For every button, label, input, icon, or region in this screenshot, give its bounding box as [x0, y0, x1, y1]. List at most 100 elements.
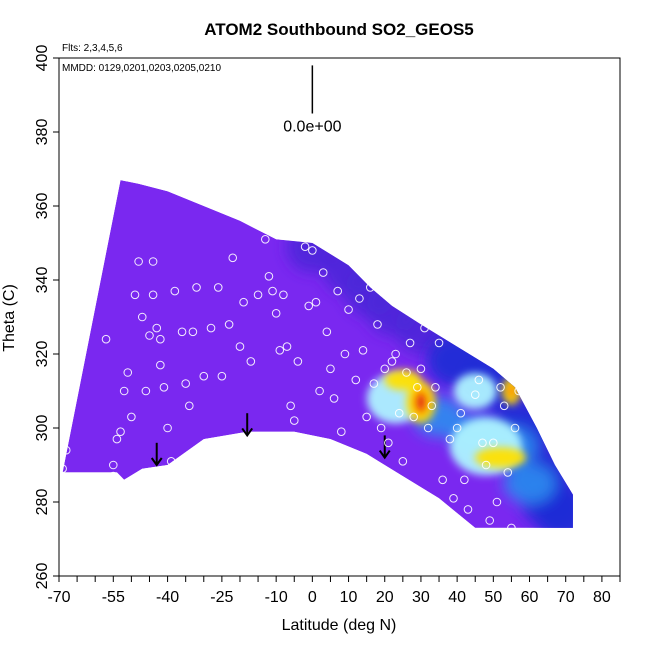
sample-point	[492, 497, 502, 507]
sample-point	[344, 305, 353, 314]
sample-point	[108, 471, 118, 481]
sample-point	[460, 475, 469, 485]
x-tick-label: 10	[340, 589, 358, 606]
y-tick-label: 400	[34, 45, 51, 72]
x-tick-label: 50	[484, 589, 502, 606]
sample-point	[101, 334, 111, 344]
sample-point	[127, 412, 136, 422]
x-tick-label: 60	[521, 589, 539, 606]
sample-point	[145, 331, 154, 340]
sample-point	[452, 423, 462, 433]
y-tick-label: 340	[34, 267, 51, 294]
sample-point	[311, 297, 321, 307]
x-tick-label: 40	[448, 589, 466, 606]
y-tick-label: 300	[34, 415, 51, 442]
sample-point	[322, 327, 332, 337]
sample-point	[337, 427, 346, 437]
sample-point	[315, 386, 324, 396]
sample-point	[481, 460, 491, 470]
arrow-head	[241, 427, 254, 438]
sample-point	[192, 283, 201, 292]
sample-point	[384, 438, 393, 448]
concentration-field	[62, 180, 573, 528]
sample-point	[308, 246, 317, 255]
sample-point	[333, 286, 342, 296]
sample-point	[449, 494, 458, 503]
blue-region-blob	[535, 490, 573, 528]
sample-point	[112, 434, 122, 444]
sample-point	[293, 357, 303, 366]
sample-point	[489, 438, 498, 448]
sample-point	[261, 235, 270, 244]
sample-point	[246, 357, 256, 366]
sample-point	[264, 272, 274, 281]
sample-point	[394, 408, 404, 418]
sample-point	[304, 301, 314, 311]
x-tick-label: -40	[156, 589, 179, 606]
sample-point	[402, 368, 411, 377]
sample-point	[181, 379, 190, 388]
sample-point	[496, 383, 505, 392]
sample-point	[282, 342, 292, 351]
sample-point	[130, 290, 140, 300]
x-tick-label: -70	[47, 589, 70, 606]
sample-point	[463, 505, 473, 514]
sample-point	[148, 257, 158, 266]
sample-point	[268, 286, 277, 296]
x-tick-label: -10	[265, 589, 288, 606]
x-tick-label: 80	[593, 589, 611, 606]
y-tick-label: 380	[34, 119, 51, 146]
sample-point	[228, 253, 238, 263]
sample-point	[159, 383, 169, 392]
sample-point	[279, 290, 288, 300]
sample-point	[156, 360, 165, 370]
arrow-head	[378, 450, 391, 460]
x-tick-label: 30	[412, 589, 430, 606]
field-base	[62, 180, 573, 528]
sample-point	[213, 283, 223, 292]
sample-point	[369, 379, 379, 388]
sample-point	[391, 349, 400, 359]
x-tick-label: -25	[210, 589, 233, 606]
sample-point	[188, 327, 198, 337]
sample-point	[376, 423, 386, 433]
sample-point	[166, 457, 176, 466]
sample-point	[434, 338, 444, 348]
sample-point	[177, 327, 187, 337]
sample-point	[108, 460, 118, 470]
sample-point	[326, 364, 335, 374]
sample-point	[431, 383, 440, 392]
sample-point	[170, 286, 180, 296]
sample-point	[456, 408, 466, 418]
sample-point	[203, 438, 212, 448]
sample-point	[474, 375, 484, 385]
sample-point	[362, 412, 371, 422]
sample-point	[398, 457, 408, 466]
sample-point	[329, 394, 339, 403]
sample-point	[510, 423, 520, 433]
sample-point	[289, 416, 299, 425]
hotspot-outer	[384, 369, 422, 391]
sample-point	[514, 386, 523, 396]
scale-label: 0.0e+00	[283, 119, 341, 136]
sample-point	[358, 346, 368, 355]
sample-point	[413, 383, 422, 392]
sample-point	[275, 346, 285, 355]
hotspot-outer	[474, 447, 527, 468]
x-axis: -70 -55 -40 -25 -10 0 10 20 30 40 50 60 70 80	[47, 576, 621, 606]
sample-point	[224, 320, 234, 329]
sample-point	[347, 242, 357, 251]
arrow-head	[150, 457, 163, 467]
sample-point	[380, 364, 390, 374]
sample-point	[387, 357, 397, 366]
sample-point	[445, 434, 455, 444]
sample-point	[355, 294, 364, 303]
sample-point	[163, 423, 172, 433]
sample-points	[58, 235, 523, 533]
sample-point	[340, 349, 350, 359]
x-tick-label: 70	[557, 589, 575, 606]
chart-title: ATOM2 Southbound SO2_GEOS5	[204, 20, 474, 39]
plot-frame	[58, 57, 621, 577]
y-tick-label: 320	[34, 341, 51, 368]
